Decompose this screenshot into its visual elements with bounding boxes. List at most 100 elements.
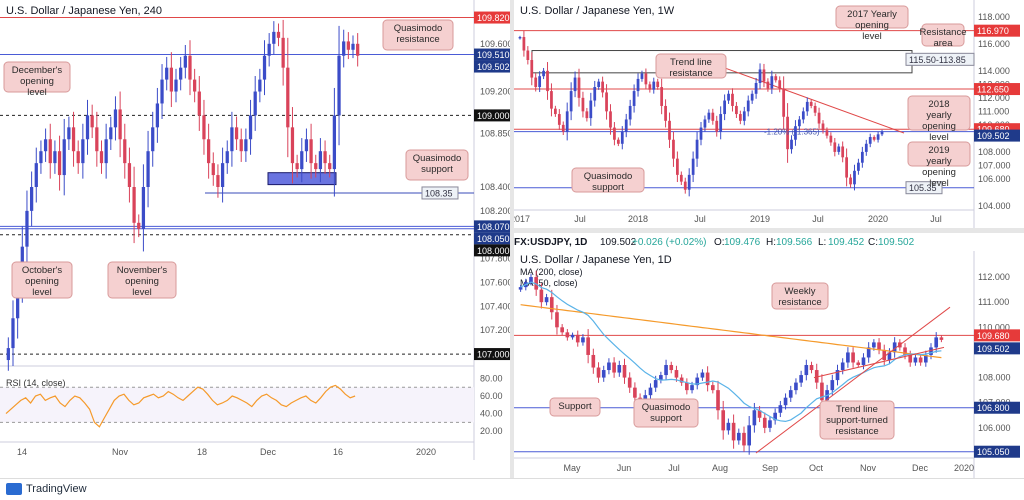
weekly-price-tag-bg — [905, 52, 975, 66]
weekly-candle — [636, 78, 640, 92]
weekly-candle — [857, 162, 860, 171]
h4-candle — [174, 79, 178, 92]
daily-y-tick-label: 110.000 — [978, 322, 1010, 332]
weekly-candle — [534, 77, 538, 88]
daily-candle — [710, 385, 715, 391]
h4-candle — [71, 127, 76, 152]
weekly-y-tick-label: 107.000 — [978, 160, 1011, 170]
daily-x-tick-label: Nov — [860, 463, 877, 473]
h4-price-tag-bg — [474, 232, 510, 245]
h4-x-tick-label: Nov — [112, 447, 129, 457]
weekly-price-tag: 105.35 — [909, 183, 937, 193]
h4-rsi-tick: 60.00 — [480, 391, 503, 401]
weekly-callout-trend-line-box — [655, 53, 727, 79]
h4-chart-panel: U.S. Dollar / Japanese Yen, 240 109.600 1… — [0, 0, 510, 478]
daily-candle — [534, 277, 539, 290]
daily-candle — [518, 287, 523, 290]
weekly-candle — [754, 82, 758, 94]
daily-candle — [612, 362, 616, 373]
h4-candle — [193, 79, 197, 92]
h4-chart: U.S. Dollar / Japanese Yen, 240 109.6001… — [0, 0, 510, 460]
daily-ohlc-key: O: — [714, 237, 725, 248]
weekly-candle — [849, 177, 852, 185]
h4-rsi-band — [0, 387, 474, 423]
h4-candle — [104, 139, 108, 164]
daily-ohlc-value: 109.566 — [776, 237, 813, 248]
daily-title: U.S. Dollar / Japanese Yen, 1D — [520, 254, 672, 266]
weekly-candle — [703, 119, 707, 128]
daily-x-tick-label: 2020 — [954, 463, 974, 473]
h4-candle — [253, 91, 257, 116]
daily-candle — [674, 370, 679, 378]
weekly-candle — [569, 91, 573, 112]
daily-candle — [539, 289, 544, 303]
weekly-candle — [593, 87, 597, 101]
h4-candle — [323, 151, 327, 164]
h4-price-tag-bg — [474, 220, 510, 233]
daily-ma50-label: MA (50, close) — [520, 278, 578, 288]
daily-ma200-line — [520, 304, 942, 359]
daily-price-tag-bg — [974, 329, 1020, 342]
weekly-y-tick-label: 114.000 — [978, 66, 1010, 76]
daily-header-value: 109.502 — [600, 237, 637, 248]
h4-candle — [318, 151, 323, 170]
daily-ma200-label: MA (200, close) — [520, 267, 583, 277]
brand-label: TradingView — [26, 483, 87, 495]
tradingview-logo[interactable]: TradingView — [6, 483, 87, 495]
daily-candle — [747, 425, 752, 446]
daily-candle — [669, 365, 674, 371]
weekly-candle — [605, 92, 608, 112]
h4-candle — [137, 222, 141, 229]
h4-y-tick-label: 107.400 — [480, 301, 510, 311]
h4-candle — [342, 41, 346, 56]
weekly-x-tick-label: 2019 — [750, 214, 770, 224]
weekly-candle — [652, 81, 656, 90]
daily-candle — [705, 372, 710, 386]
daily-candle — [736, 432, 741, 441]
weekly-candle — [597, 81, 601, 88]
h4-candle — [165, 67, 169, 80]
h4-candle — [109, 127, 113, 140]
h4-price-tag: 108.050 — [477, 234, 510, 244]
daily-callout-support-box — [549, 397, 601, 417]
h4-candle — [48, 139, 52, 164]
weekly-y-tick-label: 112.000 — [978, 93, 1010, 103]
daily-candle — [788, 390, 793, 398]
weekly-candle — [786, 116, 789, 150]
weekly-candle — [632, 91, 636, 106]
daily-candle — [695, 377, 700, 386]
h4-candle — [57, 151, 62, 176]
h4-callout-october: October's opening level — [22, 265, 63, 298]
weekly-candle — [530, 60, 534, 78]
h4-candle — [337, 55, 341, 116]
daily-candle — [903, 347, 907, 355]
weekly-candle — [801, 111, 805, 120]
daily-candle — [929, 347, 933, 355]
weekly-candle — [546, 70, 549, 92]
weekly-candle — [727, 93, 730, 101]
h4-candle — [202, 115, 206, 140]
weekly-candle — [723, 100, 726, 115]
h4-candle — [290, 127, 295, 164]
h4-candle — [43, 139, 48, 152]
daily-candle — [659, 375, 663, 381]
weekly-candle — [750, 93, 754, 101]
h4-candle — [206, 139, 211, 164]
daily-candle — [731, 422, 736, 441]
daily-candle — [877, 342, 881, 350]
weekly-candle — [735, 105, 738, 115]
weekly-candle — [864, 143, 868, 152]
weekly-y-tick-label: 116.000 — [978, 39, 1010, 49]
daily-candle — [768, 420, 772, 428]
weekly-candle — [660, 87, 664, 106]
weekly-candle — [817, 112, 821, 124]
weekly-x-tick-label: Jul — [812, 214, 824, 224]
weekly-candle — [794, 126, 797, 140]
daily-candle — [799, 375, 803, 383]
weekly-candle — [695, 139, 699, 159]
weekly-candle — [613, 127, 616, 140]
h4-price-tag: 108.000 — [477, 246, 510, 256]
h4-candle — [6, 348, 10, 361]
daily-candle — [581, 337, 585, 343]
daily-symbol: FX:USDJPY, 1D — [514, 237, 587, 248]
